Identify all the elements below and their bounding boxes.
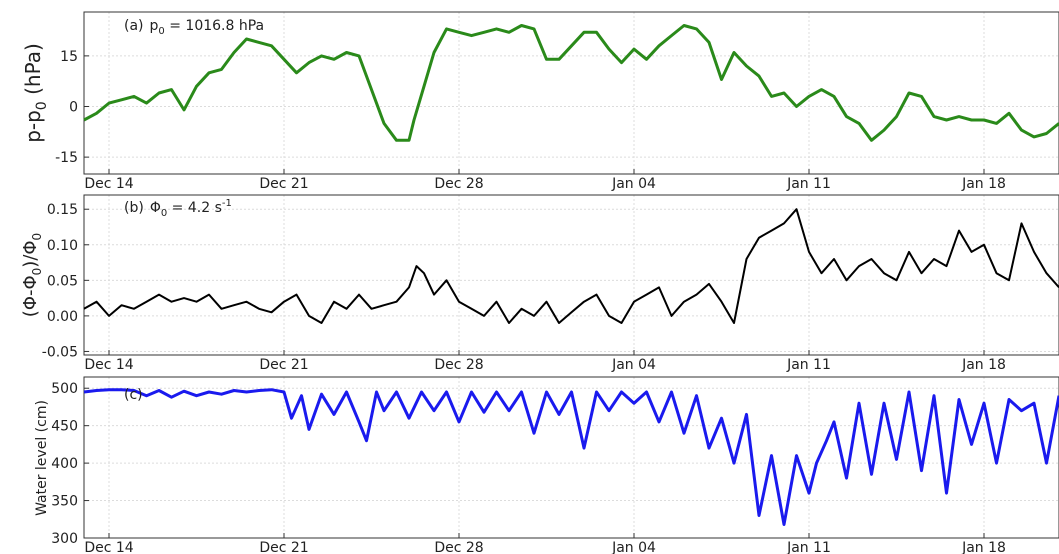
y-tick-label: 400 — [51, 456, 78, 472]
panel-c-ticks: 300 350 400 450 500 Dec 14 Dec 21 Dec 28 Jan 04 J… — [51, 381, 1006, 554]
y-tick-label: 300 — [51, 531, 78, 547]
x-tick-label: Dec 21 — [259, 357, 308, 373]
x-tick-label: Dec 14 — [84, 540, 133, 554]
y-tick-label: 0 — [69, 100, 78, 116]
y-tick-label: 0.15 — [47, 202, 78, 218]
panel-b-ylabel: (Φ-Φ0)/Φ0 — [20, 233, 44, 317]
panel-a-ylabel: p-p0 (hPa) — [21, 43, 50, 143]
x-tick-label: Jan 04 — [611, 357, 656, 373]
panel-a-grid — [84, 12, 1059, 174]
y-tick-label: 0.05 — [47, 273, 78, 289]
panel-a: -15 0 15 Dec 14 Dec 21 Dec 28 Jan 04 Jan 11 Jan … — [21, 11, 1059, 192]
panel-c-frame — [83, 376, 1059, 539]
x-tick-label: Jan 11 — [786, 176, 831, 192]
x-tick-label: Jan 11 — [786, 540, 831, 554]
panel-b-ticks: -0.05 0.00 0.05 0.10 0.15 Dec 14 Dec 21 Dec 28 J… — [42, 202, 1006, 373]
x-tick-label: Jan 18 — [961, 357, 1006, 373]
panel-c-annotation: (c) — [124, 387, 143, 403]
y-tick-label: 350 — [51, 494, 78, 510]
panel-b-frequency-line — [83, 208, 1059, 324]
x-tick-label: Dec 21 — [259, 176, 308, 192]
panel-a-annotation: (a) p0 = 1016.8 hPa — [124, 18, 264, 37]
x-tick-label: Jan 04 — [611, 176, 656, 192]
y-tick-label: 0.10 — [47, 238, 78, 254]
x-tick-label: Jan 04 — [611, 540, 656, 554]
y-tick-label: -0.05 — [42, 344, 78, 360]
x-tick-label: Dec 21 — [259, 540, 308, 554]
x-tick-label: Jan 11 — [786, 357, 831, 373]
panel-c: 300 350 400 450 500 Dec 14 Dec 21 Dec 28 Jan 04 J… — [34, 376, 1059, 554]
panel-a-pressure-line — [83, 24, 1059, 142]
panel-c-water-level-line — [83, 388, 1059, 526]
x-tick-label: Dec 28 — [434, 357, 483, 373]
x-tick-label: Dec 14 — [84, 357, 133, 373]
x-tick-label: Dec 28 — [434, 540, 483, 554]
y-tick-label: -15 — [55, 150, 78, 166]
x-tick-label: Dec 14 — [84, 176, 133, 192]
y-tick-label: 450 — [51, 419, 78, 435]
x-tick-label: Jan 18 — [961, 540, 1006, 554]
y-tick-label: 15 — [60, 49, 78, 65]
panel-a-ticks: -15 0 15 Dec 14 Dec 21 Dec 28 Jan 04 Jan 11 Jan … — [55, 49, 1006, 192]
panel-c-ylabel: Water level (cm) — [34, 400, 50, 516]
y-tick-label: 500 — [51, 381, 78, 397]
y-tick-label: 0.00 — [47, 309, 78, 325]
panel-b: -0.05 0.00 0.05 0.10 0.15 Dec 14 Dec 21 Dec 28 J… — [20, 194, 1059, 373]
panel-a-frame — [83, 11, 1059, 175]
panel-b-frame — [83, 194, 1059, 356]
panel-b-annotation: (b) Φ0 = 4.2 s-1 — [124, 198, 232, 219]
x-tick-label: Dec 28 — [434, 176, 483, 192]
x-tick-label: Jan 18 — [961, 176, 1006, 192]
